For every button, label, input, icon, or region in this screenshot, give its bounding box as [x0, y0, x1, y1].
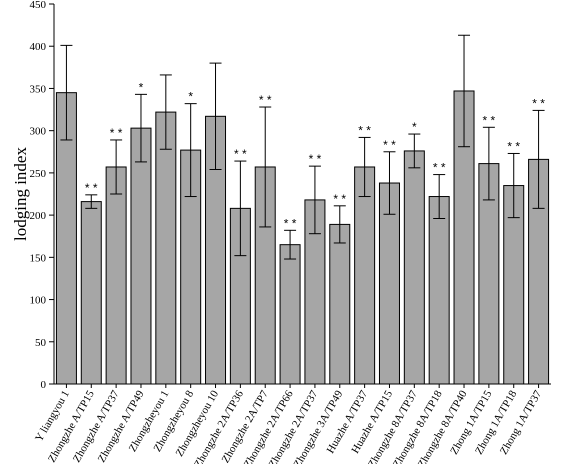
significance-marker: * [188, 90, 193, 104]
error-bar [134, 93, 147, 163]
significance-marker: * * [110, 126, 123, 140]
y-tick-label: 100 [30, 295, 47, 307]
error-bar [458, 34, 471, 148]
y-tick-label: 150 [30, 252, 47, 264]
bar [105, 166, 127, 385]
error-bar [433, 174, 446, 219]
significance-marker: * * [383, 138, 396, 152]
error-bars [60, 34, 545, 260]
y-tick-label: 0 [41, 379, 47, 391]
significance-marker: * * [85, 181, 98, 195]
significance-marker: * * [483, 113, 496, 127]
error-bar [85, 194, 98, 209]
bar [279, 244, 301, 385]
significance-marker: * * [234, 147, 247, 161]
bar [403, 150, 425, 385]
significance-marker: * * [433, 161, 446, 175]
significance-marker: * * [284, 216, 297, 230]
bar [155, 111, 177, 385]
y-tick-label: 350 [30, 83, 47, 95]
significance-marker: * * [259, 93, 272, 107]
error-bar [308, 165, 321, 235]
error-bar [284, 229, 297, 260]
y-tick-label: 50 [35, 337, 47, 349]
error-bar [408, 133, 421, 169]
error-bar [209, 62, 222, 171]
y-tick-label: 450 [30, 0, 47, 11]
significance-marker: * [412, 120, 417, 134]
bar [329, 223, 351, 385]
significance-marker: * * [507, 139, 520, 153]
significance-marker: * * [309, 152, 322, 166]
significance-marker: * [139, 80, 144, 94]
error-bar [110, 139, 123, 195]
y-tick-label: 400 [30, 41, 47, 53]
bar [80, 201, 102, 385]
error-bar [507, 152, 520, 219]
error-bar [259, 106, 272, 228]
error-bar [60, 44, 73, 141]
significance-markers: * * * * * * * * * * * * * * * * * * * * * * * * * * * *… [85, 80, 545, 230]
error-bar [358, 136, 371, 198]
error-bar [532, 109, 545, 209]
error-bar [234, 160, 247, 257]
error-bar [159, 74, 172, 150]
bar [428, 196, 450, 385]
error-bar [333, 205, 346, 244]
y-tick-label: 200 [30, 210, 47, 222]
y-axis-label: lodging index [11, 147, 30, 241]
error-bar [184, 103, 197, 198]
significance-marker: * * [358, 123, 371, 137]
error-bar [482, 126, 495, 201]
y-tick-label: 300 [30, 126, 47, 138]
significance-marker: * * [532, 96, 545, 110]
bars [55, 90, 550, 385]
significance-marker: * * [333, 192, 346, 206]
bar [130, 127, 152, 385]
error-bar [383, 151, 396, 215]
y-tick-label: 250 [30, 168, 47, 180]
bar [354, 166, 376, 385]
